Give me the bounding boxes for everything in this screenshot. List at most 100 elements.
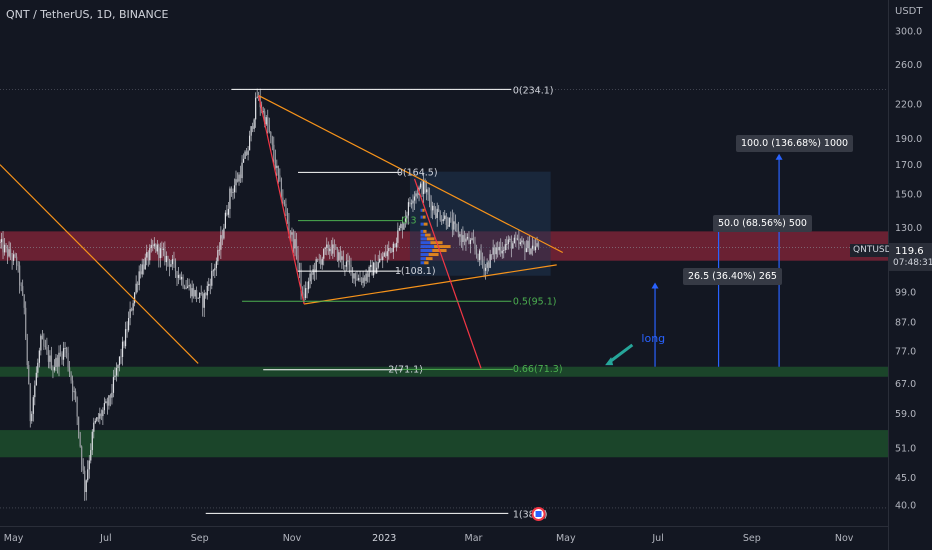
volume-profile-bar-blue [420, 257, 426, 261]
candle-body [279, 175, 281, 179]
candle-body [217, 250, 219, 262]
candle-body [501, 250, 503, 254]
time-axis-tick: Sep [743, 533, 761, 544]
candle-body [200, 292, 202, 294]
candle-body [498, 246, 500, 251]
target-label-3[interactable]: 100.0 (136.68%) 1000 [736, 135, 854, 152]
candle-body [152, 244, 154, 247]
candle-body [288, 221, 290, 232]
candle-body [120, 356, 122, 358]
candle-body [377, 262, 379, 268]
candle-body [159, 248, 161, 259]
candle-body [344, 265, 346, 267]
candle-body [480, 250, 482, 260]
candle-body [90, 450, 92, 461]
candle-body [395, 242, 397, 248]
candle-body [75, 391, 77, 398]
candle-body [126, 329, 128, 331]
candle-body [270, 132, 272, 138]
candle-body [64, 348, 66, 349]
candle-body [528, 240, 531, 254]
candle-body [114, 375, 116, 378]
candle-body [432, 205, 434, 211]
candle-body [214, 268, 216, 271]
event-marker-inner-icon [535, 511, 542, 517]
candle-body [515, 237, 517, 240]
candle-body [412, 200, 414, 204]
candle-body [527, 240, 529, 249]
candle-body [304, 288, 307, 299]
target-label-2[interactable]: 50.0 (68.56%) 500 [713, 215, 812, 232]
candle-body [301, 292, 304, 294]
candle-body [521, 240, 523, 243]
candle-body [6, 246, 9, 257]
candle-body [336, 247, 338, 261]
time-axis-tick: Mar [465, 533, 483, 544]
candle-body [326, 244, 328, 248]
candle-body [2, 239, 4, 253]
volume-profile-bar-orange [423, 222, 428, 226]
trendline-descending-left [0, 164, 199, 364]
candle-body [40, 335, 42, 351]
candle-body [212, 270, 214, 272]
candle-body [94, 420, 96, 423]
bar-countdown: 07:48:31 [893, 258, 932, 268]
candle-body [353, 273, 355, 279]
candle-body [456, 224, 458, 228]
candle-body [165, 256, 168, 263]
candle-body [330, 248, 332, 254]
candle-body [342, 256, 345, 266]
zone-support_lower [0, 430, 888, 458]
candle-body [81, 446, 83, 465]
volume-profile-bar-blue [420, 233, 426, 237]
time-axis-tick: Nov [283, 533, 302, 544]
candle-body [320, 259, 322, 265]
candle-body [383, 252, 385, 257]
candle-body [127, 317, 130, 331]
candle-body [472, 238, 475, 243]
candle-body [374, 262, 376, 274]
candle-body [247, 150, 249, 155]
candle-body [167, 256, 169, 261]
price-axis-tick: 45.0 [895, 473, 916, 484]
candle-body [306, 288, 308, 290]
candle-body [252, 126, 254, 129]
time-axis-tick: May [4, 533, 24, 544]
candle-body [23, 294, 25, 308]
candle-body [497, 247, 499, 251]
candle-body [468, 237, 470, 244]
candle-body [380, 258, 382, 261]
candle-body [109, 395, 112, 398]
candle-body [376, 267, 378, 274]
candle-body [158, 244, 160, 259]
price-axis-tick: 170.0 [895, 160, 922, 171]
candle-body [445, 215, 447, 225]
candle-body [500, 246, 502, 254]
candle-body [153, 243, 155, 247]
candle-body [271, 137, 273, 145]
candle-body [494, 247, 496, 255]
candle-body [239, 174, 242, 179]
candle-body [286, 211, 289, 222]
candle-body [495, 247, 497, 255]
volume-profile-bar-orange [434, 245, 451, 249]
candle-body [209, 283, 211, 286]
candle-body [35, 372, 37, 386]
candle-body [386, 251, 388, 257]
candle-body [176, 271, 178, 278]
candle-body [403, 223, 405, 230]
candle-body [347, 260, 349, 262]
candle-body [56, 357, 59, 367]
target-label-1[interactable]: 26.5 (36.40%) 265 [683, 268, 782, 285]
candle-body [519, 242, 521, 245]
candle-body [149, 248, 151, 261]
candle-body [492, 247, 494, 255]
candle-body [34, 385, 36, 398]
candle-body [339, 252, 341, 260]
candle-body [255, 97, 257, 120]
volume-profile-bar-blue [420, 237, 427, 241]
candle-body [351, 267, 354, 279]
red-projection-2 [413, 178, 482, 369]
